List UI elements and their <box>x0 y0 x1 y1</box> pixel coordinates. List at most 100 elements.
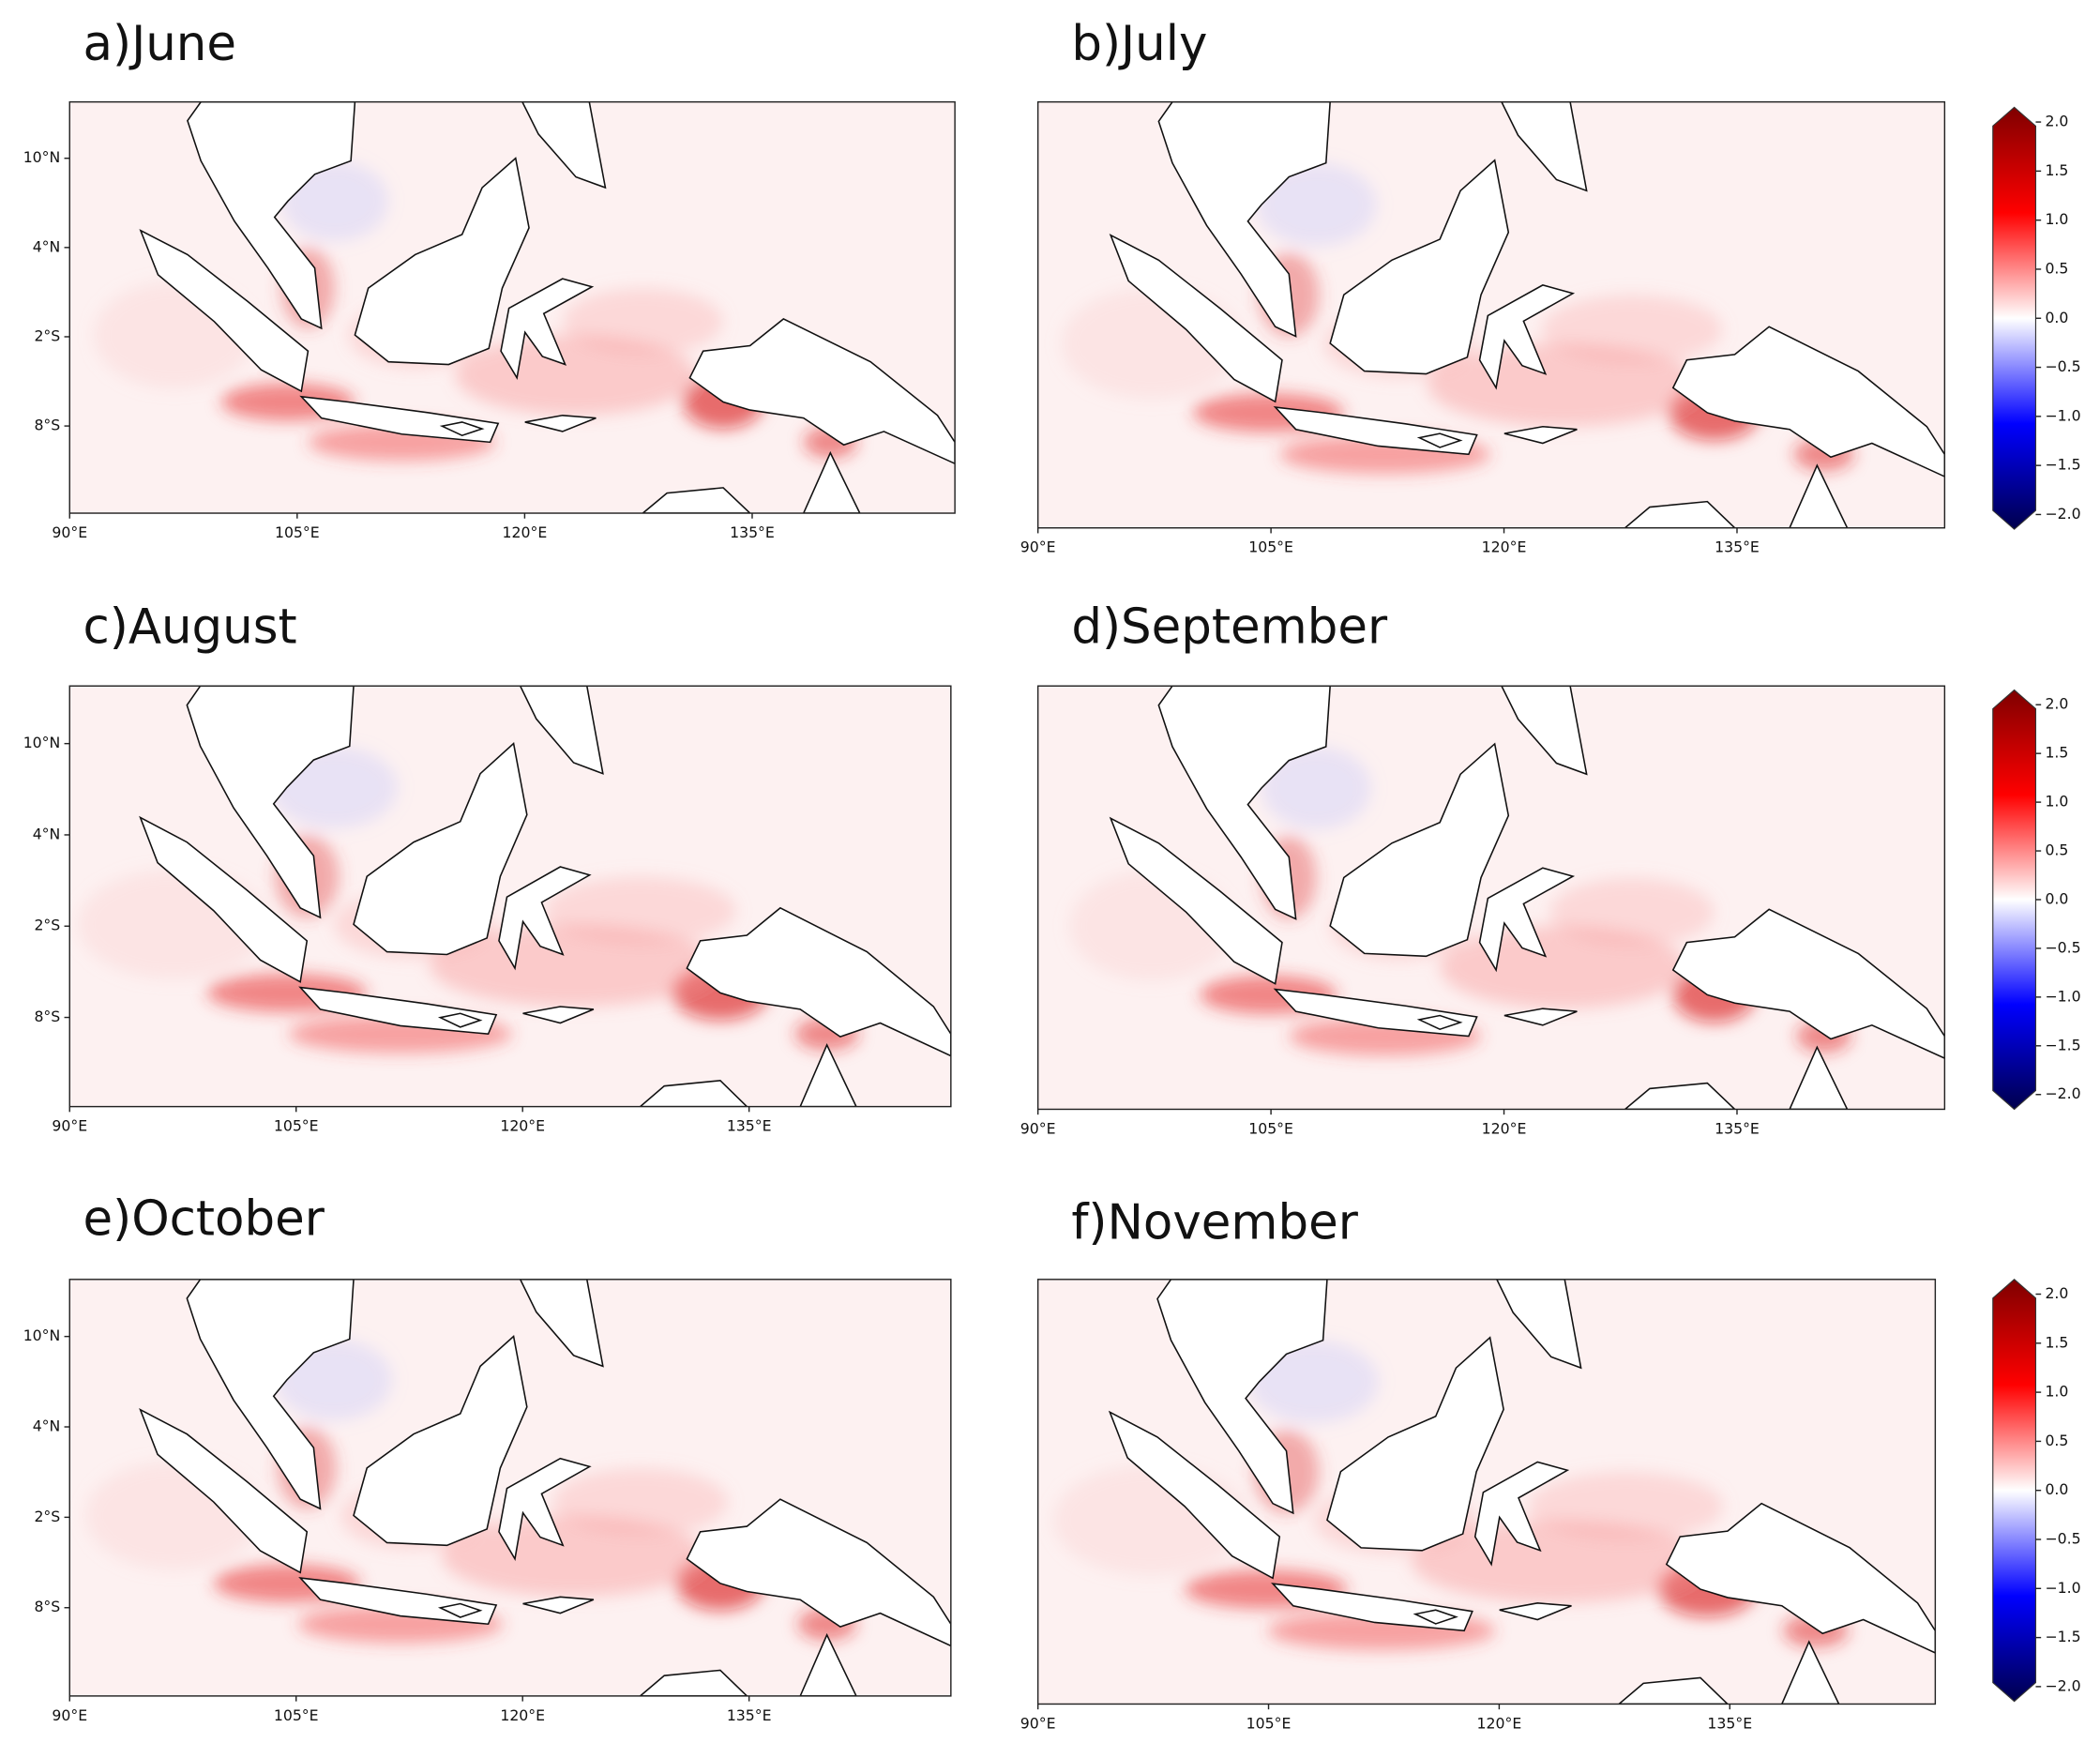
anomaly <box>1247 1340 1379 1424</box>
colorbar-label: 0.0 <box>2045 889 2068 907</box>
map-frame <box>1036 100 1946 529</box>
map <box>1036 685 1946 1111</box>
land <box>298 986 498 1036</box>
land <box>439 421 485 437</box>
colorbar <box>1992 689 2037 1111</box>
land <box>498 866 592 971</box>
land <box>686 1498 951 1647</box>
colorbar-label: −1.0 <box>2045 1579 2080 1597</box>
anomaly <box>1541 295 1723 365</box>
land <box>187 101 356 330</box>
land <box>498 1457 592 1562</box>
colorbar-label: 1.0 <box>2045 210 2068 228</box>
y-tick-label: 10°N <box>23 734 61 751</box>
land <box>1157 101 1331 338</box>
land <box>1503 1008 1578 1026</box>
x-tick-label: 120°E <box>500 1706 545 1724</box>
x-tick-label: 105°E <box>274 1117 319 1135</box>
colorbar-label: 2.0 <box>2045 695 2068 713</box>
land <box>1329 742 1510 958</box>
land <box>1413 1609 1458 1625</box>
land <box>500 278 595 381</box>
x-tick-label: 135°E <box>730 523 775 541</box>
panel-title: c)August <box>83 599 297 655</box>
map-layer <box>1037 686 1945 1110</box>
land <box>139 1408 309 1574</box>
colorbar-label: 0.0 <box>2045 1480 2068 1498</box>
colorbar-label: −1.5 <box>2045 1628 2080 1645</box>
y-tick-label: 8°S <box>34 1598 60 1615</box>
land <box>1108 1410 1281 1580</box>
anomaly <box>544 876 736 946</box>
land <box>1495 1279 1582 1370</box>
colorbar-label: 1.5 <box>2045 1333 2068 1351</box>
land <box>1478 284 1576 390</box>
y-tick-label: 2°S <box>34 1508 60 1525</box>
map-frame <box>68 685 952 1108</box>
land <box>1416 432 1463 448</box>
land <box>1503 425 1578 445</box>
land <box>524 414 597 432</box>
land <box>1109 233 1283 403</box>
land <box>1473 1461 1570 1567</box>
x-tick-label: 90°E <box>1020 538 1056 556</box>
map-frame <box>1036 1279 1937 1705</box>
map <box>1036 1279 1937 1705</box>
land <box>186 1279 355 1510</box>
land <box>1624 1082 1736 1110</box>
y-tick-label: 2°S <box>34 917 60 934</box>
land <box>139 229 310 393</box>
land <box>799 1042 857 1107</box>
land <box>1617 1676 1730 1705</box>
colorbar-label: 0.0 <box>2045 309 2068 326</box>
anomaly <box>562 288 724 356</box>
anomaly <box>1262 746 1372 830</box>
land <box>1273 406 1478 456</box>
land <box>802 450 861 514</box>
panel-title: d)September <box>1071 599 1388 655</box>
map-layer <box>1037 1279 1936 1705</box>
x-tick-label: 105°E <box>1248 538 1293 556</box>
land <box>519 1279 604 1368</box>
land <box>1671 326 1945 477</box>
land <box>1109 816 1283 985</box>
map <box>1036 100 1946 529</box>
map <box>68 685 952 1108</box>
x-tick-label: 105°E <box>274 1706 319 1724</box>
x-tick-label: 120°E <box>1477 1714 1522 1732</box>
panel-title: e)October <box>83 1190 325 1247</box>
colorbar-label: −2.0 <box>2045 1084 2080 1102</box>
land <box>1157 686 1331 920</box>
land <box>1780 1640 1840 1705</box>
x-tick-label: 135°E <box>1707 1714 1752 1732</box>
land <box>299 395 500 444</box>
x-tick-label: 90°E <box>52 1117 87 1135</box>
land <box>642 487 751 514</box>
land <box>688 318 956 465</box>
anomaly <box>1440 925 1687 1009</box>
x-tick-label: 135°E <box>727 1117 772 1135</box>
panel-title: a)June <box>83 16 236 72</box>
panel-title: f)November <box>1071 1195 1358 1251</box>
land <box>799 1632 857 1696</box>
map-frame <box>1036 685 1946 1111</box>
land <box>1789 463 1849 528</box>
land <box>1501 101 1588 192</box>
colorbar-label: −0.5 <box>2045 357 2080 375</box>
land <box>1416 1014 1463 1031</box>
map-layer <box>69 1279 951 1696</box>
y-tick-label: 8°S <box>34 417 60 434</box>
colorbar-label: 2.0 <box>2045 1284 2068 1302</box>
x-tick-label: 105°E <box>1246 1714 1292 1732</box>
y-tick-label: 4°N <box>33 825 61 842</box>
x-tick-label: 90°E <box>52 523 87 541</box>
colorbar-label: 0.5 <box>2045 841 2068 859</box>
land <box>353 1335 528 1547</box>
colorbar-label: −0.5 <box>2045 1530 2080 1548</box>
land <box>521 101 607 189</box>
land <box>1478 867 1576 973</box>
land <box>1789 1045 1849 1110</box>
colorbar-label: −1.5 <box>2045 456 2080 474</box>
